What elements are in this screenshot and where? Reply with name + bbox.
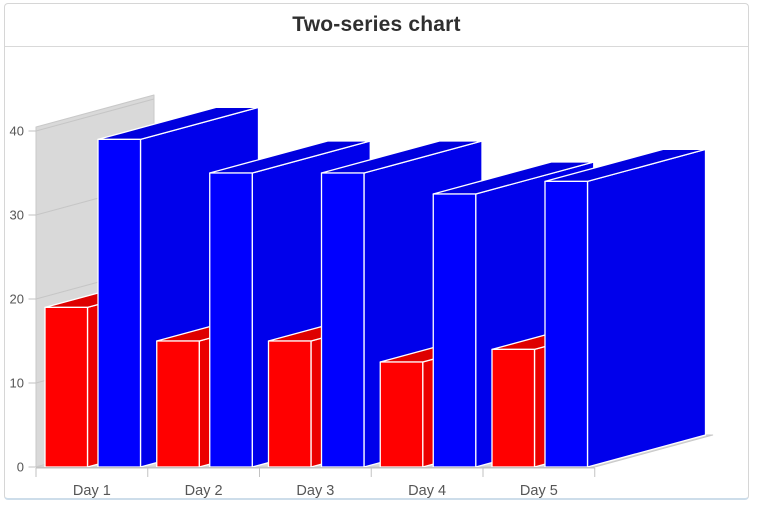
chart-panel: Two-series chart (4, 3, 749, 500)
chart-title: Two-series chart (292, 13, 461, 36)
chart-header: Two-series chart (5, 4, 748, 47)
